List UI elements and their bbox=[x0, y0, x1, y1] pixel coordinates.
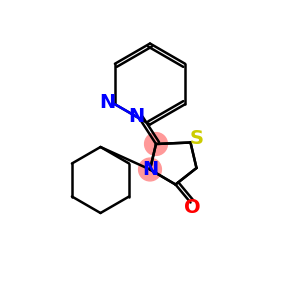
Text: O: O bbox=[184, 198, 200, 218]
Text: N: N bbox=[99, 93, 116, 112]
Text: S: S bbox=[190, 129, 203, 148]
Text: N: N bbox=[142, 160, 158, 179]
Circle shape bbox=[139, 158, 161, 181]
Circle shape bbox=[145, 133, 167, 155]
Text: N: N bbox=[128, 107, 144, 127]
